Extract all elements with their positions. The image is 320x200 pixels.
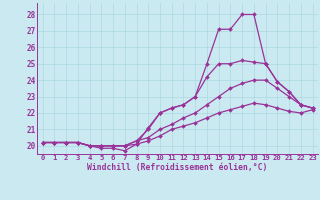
X-axis label: Windchill (Refroidissement éolien,°C): Windchill (Refroidissement éolien,°C) xyxy=(87,163,268,172)
